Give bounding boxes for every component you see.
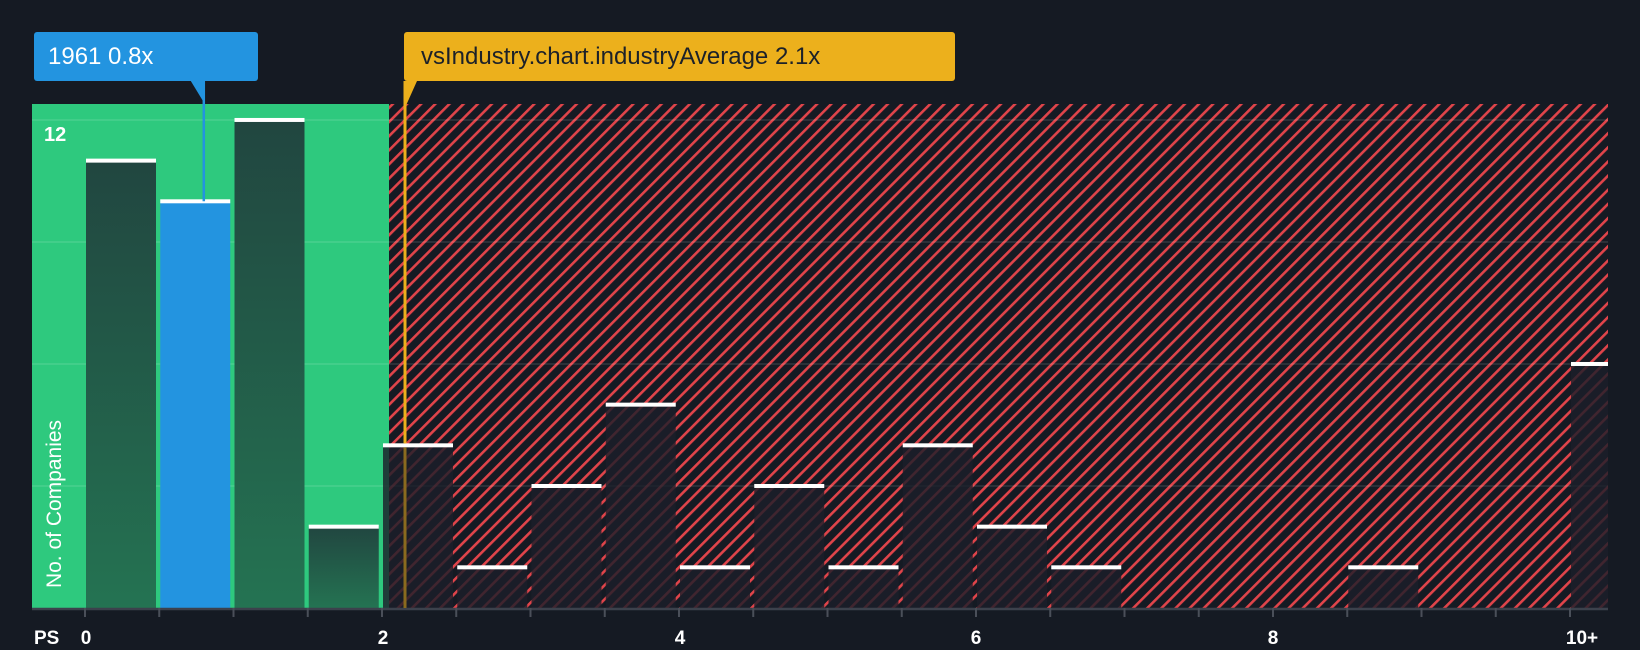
bar-top-cap (86, 158, 156, 163)
histogram-bar (1571, 363, 1608, 608)
x-label-10-plus: 10+ (1565, 628, 1599, 649)
industry-average-label: vsIndustry.chart.industryAverage 2.1x (421, 43, 821, 70)
bar-top-cap (234, 117, 305, 122)
x-label-8: 8 (1267, 628, 1279, 649)
company-bar (160, 201, 231, 609)
histogram-bar (457, 567, 528, 608)
bar-top-cap (308, 524, 379, 529)
bar-top-cap (902, 443, 973, 448)
bar-top-cap (457, 565, 528, 570)
histogram-bar (531, 485, 602, 608)
y-axis-title: No. of Companies (43, 419, 66, 589)
company-callout-pointer (190, 81, 205, 104)
histogram-bar (86, 160, 156, 608)
industry-average-callout: vsIndustry.chart.industryAverage 2.1x (404, 32, 955, 81)
industry-callout-pointer (404, 81, 417, 110)
bar-top-cap (1571, 361, 1608, 366)
x-label-0: 0 (80, 628, 92, 649)
bar-top-cap (977, 524, 1047, 529)
x-label-4: 4 (674, 628, 686, 649)
company-ps-label: 1961 0.8x (48, 43, 154, 70)
bar-top-cap (754, 483, 825, 488)
bar-top-cap (680, 565, 750, 570)
histogram-bar (308, 526, 379, 608)
bar-top-cap (828, 565, 899, 570)
value-markers (190, 81, 417, 608)
histogram-bar (754, 485, 825, 608)
bar-top-cap (605, 402, 676, 407)
histogram-bar (383, 445, 453, 608)
company-ps-callout: 1961 0.8x (34, 32, 258, 81)
x-label-2: 2 (377, 628, 389, 649)
histogram-bar (1051, 567, 1122, 608)
x-axis (32, 607, 1608, 617)
bar-top-cap (1348, 565, 1419, 570)
bar-top-cap (160, 199, 231, 204)
bar-top-cap (531, 483, 602, 488)
histogram-bars (86, 117, 1608, 609)
histogram-bar (1348, 567, 1419, 608)
histogram-bar (605, 404, 676, 608)
histogram-bar (828, 567, 899, 608)
bar-top-cap (383, 443, 453, 448)
bar-top-cap (1051, 565, 1122, 570)
histogram-bar (977, 526, 1047, 608)
histogram-bar (680, 567, 750, 608)
histogram-bar (234, 119, 305, 609)
histogram-bar (902, 445, 973, 608)
y-axis-top-label: 12 (44, 124, 67, 146)
x-label-6: 6 (970, 628, 982, 649)
x-axis-unit: PS (34, 628, 60, 649)
